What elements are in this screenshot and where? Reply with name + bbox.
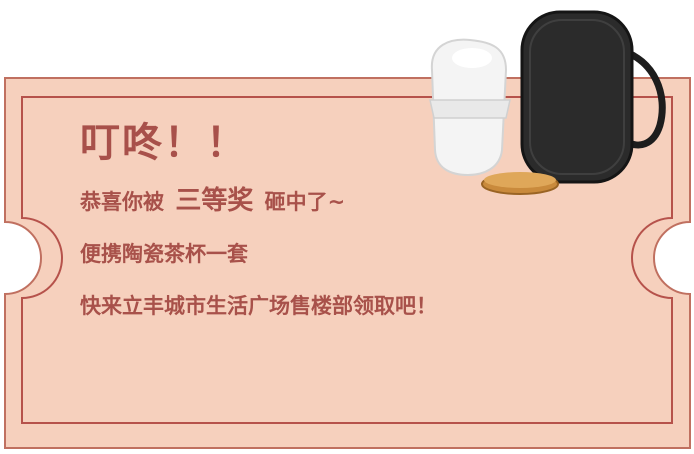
ticket-outline [4, 77, 691, 449]
teacup-travel-set-icon [429, 10, 666, 195]
congrats-suffix: 砸中了~ [264, 190, 346, 214]
cup-highlight [452, 48, 492, 68]
black-mesh-travel-case [520, 10, 634, 184]
pickup-instruction: 快来立丰城市生活广场售楼部领取吧！ [80, 294, 437, 318]
prize-level: 三等奖 [175, 186, 254, 216]
congrats-prefix: 恭喜你被 [80, 190, 164, 214]
cup-rim-band [429, 99, 511, 119]
case-zipper-line [529, 19, 625, 175]
ticket-inner-border [21, 96, 673, 424]
coaster-top [484, 172, 556, 188]
congrats-line: 恭喜你被 三等奖 砸中了~ [80, 187, 640, 216]
prize-text-block: 叮咚！！ 恭喜你被 三等奖 砸中了~ 便携陶瓷茶杯一套 快来立丰城市生活广场售楼… [80, 115, 640, 320]
headline: 叮咚！！ [80, 120, 248, 166]
case-strap [616, 46, 666, 149]
prize-item: 便携陶瓷茶杯一套 [80, 242, 248, 266]
